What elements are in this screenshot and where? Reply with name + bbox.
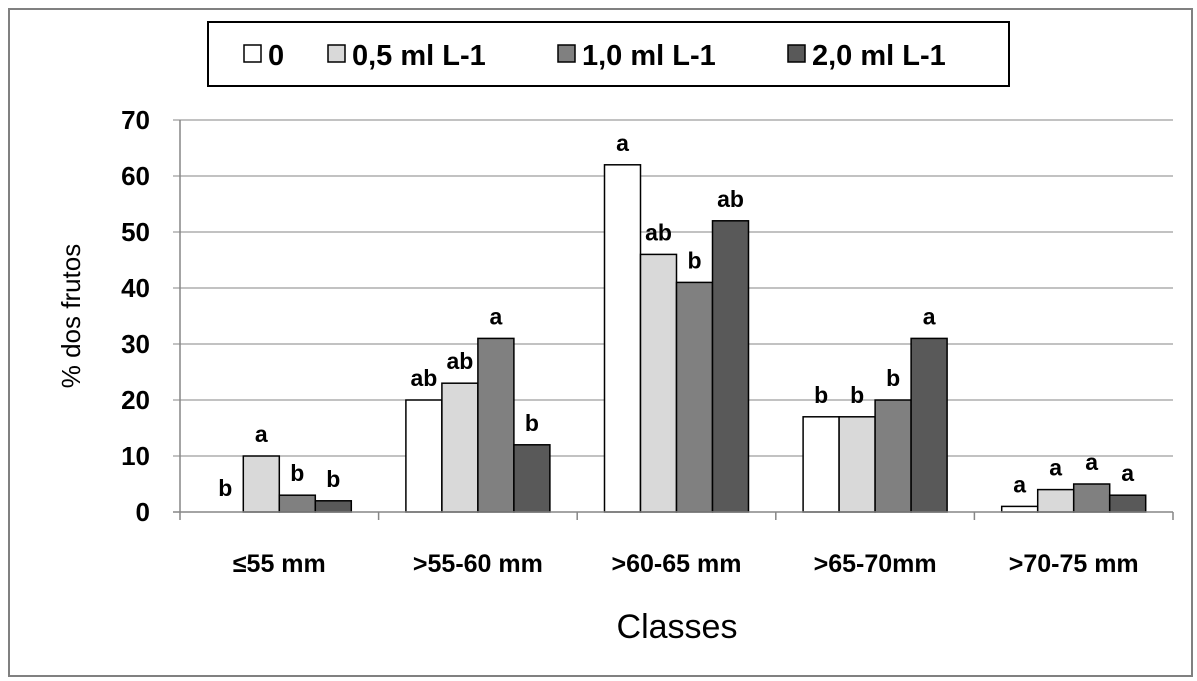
legend-swatch	[243, 44, 262, 63]
bar	[278, 494, 317, 513]
y-tick-label: 20	[121, 385, 150, 415]
legend-swatch	[787, 44, 806, 63]
bar-significance-label: a	[1085, 449, 1098, 475]
bar	[1072, 483, 1111, 513]
bar	[639, 253, 678, 513]
x-tick-label: >55-60 mm	[413, 550, 543, 578]
y-tick-label: 60	[121, 161, 150, 191]
bar	[314, 500, 353, 513]
y-tick-label: 0	[136, 497, 150, 527]
bar-significance-label: a	[1049, 455, 1062, 481]
x-tick-label: ≤55 mm	[233, 550, 326, 578]
legend-swatch	[327, 44, 346, 63]
bar-significance-label: b	[290, 460, 304, 486]
bar-significance-label: a	[923, 303, 936, 329]
x-axis-title: Classes	[617, 608, 738, 646]
bar	[838, 416, 876, 513]
bar	[513, 444, 551, 513]
bar	[1036, 488, 1075, 513]
bars	[242, 164, 1147, 513]
bar	[603, 164, 642, 513]
bar-significance-label: b	[886, 365, 900, 391]
bar-significance-label: a	[490, 303, 503, 329]
bar-significance-label: ab	[446, 348, 473, 374]
y-tick-label: 10	[121, 441, 150, 471]
bar	[802, 416, 840, 513]
bar	[477, 337, 515, 513]
x-tick-label: >65-70mm	[814, 550, 937, 578]
bar-significance-label: a	[1121, 460, 1134, 486]
y-tick-label: 50	[121, 217, 150, 247]
x-tick-labels: ≤55 mm >55-60 mm >60-65 mm >65-70mm >70-75 m…	[233, 550, 1139, 578]
bar-significance-label: b	[850, 382, 864, 408]
bar-significance-label: b	[218, 475, 232, 501]
axes	[173, 120, 1174, 520]
bar-significance-label: b	[814, 382, 828, 408]
bar-significance-label: b	[525, 410, 539, 436]
y-tick-label: 40	[121, 273, 150, 303]
bar-significance-label: a	[616, 130, 629, 156]
y-tick-label: 30	[121, 329, 150, 359]
bar-significance-label: ab	[645, 219, 672, 245]
bar	[1000, 505, 1039, 513]
bar	[874, 399, 912, 513]
bar	[675, 281, 714, 513]
x-tick-label: >70-75 mm	[1009, 550, 1139, 578]
bar	[1108, 494, 1147, 513]
bar-significance-label: a	[1013, 471, 1026, 497]
legend-swatch	[557, 44, 576, 63]
legend-label: 1,0 ml L-1	[582, 40, 716, 72]
bar-significance-label: a	[255, 421, 268, 447]
bar	[910, 337, 948, 513]
bar	[405, 399, 443, 513]
legend-label: 0	[268, 40, 284, 72]
y-tick-labels: 0 10 20 30 40 50 60 70	[121, 105, 150, 527]
bar	[711, 220, 750, 513]
bar-significance-label: ab	[717, 186, 744, 212]
bar-significance-label: b	[687, 247, 701, 273]
legend-label: 2,0 ml L-1	[812, 40, 946, 72]
y-axis-title: % dos frutos	[56, 244, 86, 389]
legend-label: 0,5 ml L-1	[352, 40, 486, 72]
bar	[242, 455, 281, 513]
bar-significance-label: ab	[410, 365, 437, 391]
bar	[441, 382, 479, 513]
legend: 0 0,5 ml L-1 1,0 ml L-1 2,0 ml L-1	[207, 21, 1010, 87]
y-tick-label: 70	[121, 105, 150, 135]
x-tick-label: >60-65 mm	[612, 550, 742, 578]
bar-significance-label: b	[326, 466, 340, 492]
